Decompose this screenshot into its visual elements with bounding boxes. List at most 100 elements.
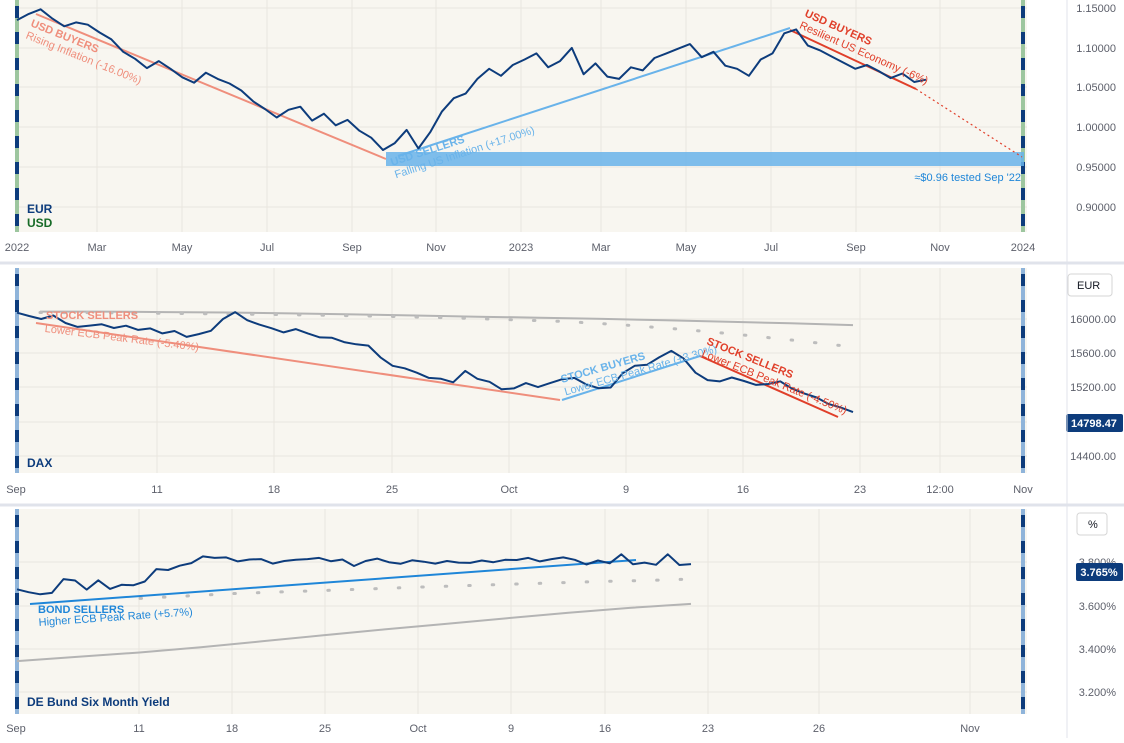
edge-dash — [15, 541, 19, 553]
y-tick-label: 1.00000 — [1076, 122, 1116, 134]
eurusd-trend-line-3 — [789, 29, 917, 90]
edge-dash — [15, 84, 19, 96]
dax-grid — [15, 268, 1027, 473]
y-tick-label: 3.200% — [1079, 687, 1117, 699]
edge-dash — [15, 326, 19, 338]
eurusd-x-axis[interactable]: 2022 Mar May Jul Sep Nov 2023 Mar May Ju… — [0, 233, 1124, 261]
eurusd-support-zone — [386, 152, 1024, 166]
edge-dash — [15, 136, 19, 148]
x-tick-label: 18 — [226, 723, 238, 735]
eurusd-trend-extension — [915, 88, 1023, 158]
edge-dash — [15, 110, 19, 122]
x-axis-background — [0, 233, 1124, 261]
annotation-title: STOCK SELLERS — [46, 310, 138, 322]
support-zone-note: ≈$0.96 tested Sep '22 — [914, 172, 1021, 184]
edge-dash — [15, 456, 19, 468]
annotation-title: BOND SELLERS — [38, 604, 124, 616]
edge-dash — [15, 430, 19, 442]
dax-trend-line-2 — [561, 355, 701, 401]
edge-dash — [1021, 593, 1025, 605]
x-tick-label: Nov — [1013, 484, 1033, 496]
x-tick-label: 9 — [623, 484, 629, 496]
dax-ma-solid-line — [40, 310, 854, 327]
dax-trend-line-3 — [699, 355, 839, 418]
bund-ma-solid-line — [16, 602, 692, 663]
x-tick-label: 16 — [737, 484, 749, 496]
x-tick-label: 11 — [151, 484, 162, 496]
edge-dash — [15, 378, 19, 390]
edge-dash — [1021, 84, 1025, 96]
edge-dash — [15, 515, 19, 527]
edge-dash — [1021, 188, 1025, 200]
x-tick-label: Sep — [846, 242, 866, 254]
x-tick-label: 23 — [854, 484, 866, 496]
y-tick-label: 1.05000 — [1076, 82, 1116, 94]
y-tick-label: 16000.00 — [1070, 314, 1116, 326]
y-tick-label: 1.10000 — [1076, 43, 1116, 55]
eurusd-grid — [15, 0, 1027, 232]
bund-trend-line — [29, 559, 637, 605]
y-tick-label: 3.600% — [1079, 601, 1117, 613]
last-value-box — [1066, 414, 1123, 432]
x-tick-label: 25 — [386, 484, 398, 496]
edge-dash — [15, 214, 19, 226]
dax-trend-line-1 — [35, 322, 561, 401]
dax-edge-dashes — [15, 274, 1025, 468]
x-tick-label: 11 — [133, 723, 144, 735]
bund-edge-dashes — [15, 515, 1025, 709]
dax-x-axis[interactable]: Sep 11 18 25 Oct 9 16 23 12:00 Nov — [0, 474, 1124, 504]
eurusd-y-axis[interactable]: 1.15000 1.10000 1.05000 1.00000 0.95000 … — [1076, 3, 1116, 214]
edge-dash — [15, 6, 19, 18]
edge-dash — [1021, 326, 1025, 338]
edge-dash — [1021, 136, 1025, 148]
x-tick-label: Mar — [88, 242, 107, 254]
x-axis-background — [0, 715, 1124, 738]
edge-dash — [15, 188, 19, 200]
currency-badge: EUR — [1077, 280, 1100, 292]
x-tick-label: Mar — [592, 242, 611, 254]
x-tick-label: 16 — [599, 723, 611, 735]
edge-dash — [15, 58, 19, 70]
last-value-label: 14798.47 — [1071, 418, 1117, 430]
edge-dash — [15, 300, 19, 312]
x-tick-label: Nov — [960, 723, 980, 735]
dax-y-axis[interactable]: EUR 16000.00 15600.00 15200.00 14400.00 … — [1066, 273, 1123, 463]
x-tick-label: Oct — [500, 484, 517, 496]
x-tick-label: Oct — [409, 723, 426, 735]
x-axis-background — [0, 474, 1124, 504]
dax-panel: STOCK SELLERS Lower ECB Peak Rate (-5.40… — [0, 268, 1124, 504]
edge-dash — [15, 671, 19, 683]
y-tick-label: 14400.00 — [1070, 451, 1116, 463]
edge-dash — [1021, 58, 1025, 70]
bund-panel: BOND SELLERS Higher ECB Peak Rate (+5.7%… — [0, 509, 1124, 738]
edge-dash — [15, 404, 19, 416]
edge-dash — [15, 32, 19, 44]
dax-symbol-label: DAX — [27, 456, 52, 470]
y-tick-label: 1.15000 — [1076, 3, 1116, 15]
x-tick-label: Jul — [764, 242, 778, 254]
y-tick-label: 15200.00 — [1070, 382, 1116, 394]
bund-x-axis[interactable]: Sep 11 18 25 Oct 9 16 23 26 Nov — [0, 715, 1124, 738]
edge-dash — [1021, 697, 1025, 709]
dax-price-line — [16, 311, 854, 414]
y-tick-label: 15600.00 — [1070, 348, 1116, 360]
unit-badge-box[interactable] — [1076, 512, 1108, 536]
y-tick-label: 0.90000 — [1076, 202, 1116, 214]
edge-dash — [1021, 515, 1025, 527]
x-tick-label: 2023 — [509, 242, 533, 254]
bund-y-axis[interactable]: % 3.800% 3.600% 3.400% 3.200% 3.765% — [1076, 512, 1123, 699]
x-tick-label: 2022 — [5, 242, 29, 254]
eurusd-price-line — [16, 8, 927, 151]
x-tick-label: Jul — [260, 242, 274, 254]
currency-badge-box[interactable] — [1067, 273, 1113, 297]
usd-symbol-label: USD — [27, 216, 53, 230]
edge-dash — [1021, 404, 1025, 416]
edge-dash — [15, 697, 19, 709]
eurusd-trend-line-2 — [397, 27, 791, 157]
x-tick-label: 12:00 — [926, 484, 954, 496]
edge-dash — [15, 645, 19, 657]
bund-symbol-label: DE Bund Six Month Yield — [27, 695, 170, 709]
edge-dash — [15, 274, 19, 286]
